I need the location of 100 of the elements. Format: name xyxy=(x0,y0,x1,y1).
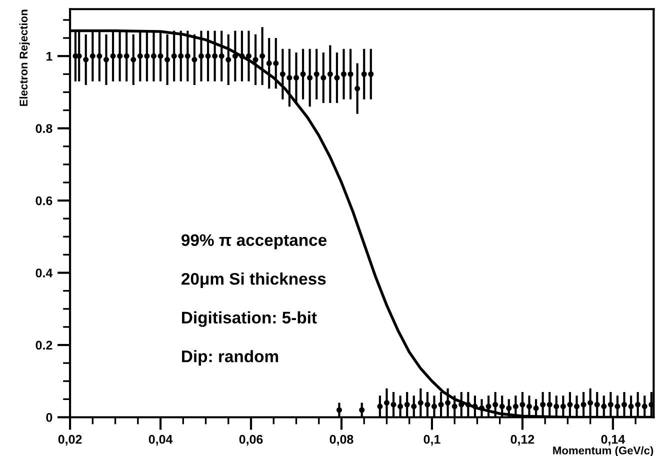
point xyxy=(411,404,417,410)
point xyxy=(117,53,123,59)
point xyxy=(614,404,620,410)
point xyxy=(334,74,340,81)
x-tick-label: 0,08 xyxy=(330,434,354,446)
point xyxy=(293,74,300,81)
point xyxy=(336,407,342,413)
y-tick-label: 0.8 xyxy=(36,124,52,133)
point xyxy=(368,71,374,77)
point xyxy=(110,53,116,59)
point xyxy=(184,53,190,59)
point xyxy=(239,53,245,59)
point xyxy=(540,402,546,408)
x-tick-label: 0,14 xyxy=(601,434,626,446)
point xyxy=(377,404,383,410)
point xyxy=(567,402,573,408)
point xyxy=(300,71,306,77)
point xyxy=(205,53,211,59)
point xyxy=(171,53,177,59)
annotation: Dip: random xyxy=(182,350,278,366)
point xyxy=(520,402,526,408)
point xyxy=(404,402,410,408)
point xyxy=(486,404,492,410)
point xyxy=(580,402,586,408)
point xyxy=(158,53,164,59)
point xyxy=(398,404,404,410)
point xyxy=(492,402,498,408)
point xyxy=(642,404,648,410)
y-tick-label: 1 xyxy=(46,52,52,61)
point xyxy=(526,404,532,410)
x-tick-label: 0,02 xyxy=(58,434,82,446)
point xyxy=(164,56,170,62)
point xyxy=(103,56,110,62)
annotation: 99% π acceptance xyxy=(182,234,327,250)
point xyxy=(588,400,594,406)
point xyxy=(512,404,518,410)
point xyxy=(533,405,539,411)
point xyxy=(499,404,505,410)
point xyxy=(192,56,198,62)
point xyxy=(560,404,566,410)
point xyxy=(424,402,430,408)
y-tick-label: 0.2 xyxy=(36,340,52,350)
point xyxy=(90,53,96,59)
point xyxy=(137,53,143,59)
point xyxy=(130,56,136,62)
point xyxy=(635,402,641,408)
point xyxy=(232,53,238,59)
point xyxy=(384,400,390,406)
point xyxy=(478,405,485,411)
point xyxy=(574,404,580,410)
point xyxy=(628,404,634,410)
point xyxy=(124,53,130,59)
annotation: 20μm Si thickness xyxy=(182,272,326,288)
x-tick-label: 0,06 xyxy=(239,434,263,446)
point xyxy=(594,402,600,408)
point xyxy=(327,71,333,77)
annotation: Digitisation: 5-bit xyxy=(182,311,317,327)
point xyxy=(280,71,286,77)
point xyxy=(340,71,347,77)
y-tick-label: 0.4 xyxy=(36,268,53,278)
x-tick-label: 0,12 xyxy=(510,434,534,446)
point xyxy=(212,53,218,59)
point xyxy=(314,71,320,77)
point xyxy=(601,404,607,410)
point xyxy=(438,402,444,408)
point xyxy=(83,56,89,62)
point xyxy=(150,53,157,59)
point xyxy=(144,53,150,59)
point xyxy=(621,402,628,408)
point xyxy=(431,404,438,410)
point xyxy=(320,74,326,81)
point xyxy=(608,402,614,408)
point xyxy=(198,53,204,59)
point xyxy=(260,53,266,59)
point xyxy=(359,407,365,413)
point xyxy=(554,404,560,410)
point xyxy=(390,402,396,408)
x-tick-label: 0,1 xyxy=(424,434,440,446)
point xyxy=(307,74,313,81)
y-tick-label: 0 xyxy=(46,413,52,422)
point xyxy=(218,53,224,59)
point xyxy=(348,71,354,77)
point xyxy=(286,74,292,81)
point xyxy=(266,60,272,66)
point xyxy=(546,402,552,408)
point xyxy=(361,71,367,77)
point xyxy=(445,400,451,406)
y-tick-label: 0.6 xyxy=(36,196,52,206)
point xyxy=(226,56,232,62)
point xyxy=(354,86,360,92)
x-tick-label: 0,04 xyxy=(148,434,173,446)
point xyxy=(465,402,471,408)
point xyxy=(246,53,252,59)
point xyxy=(506,405,512,411)
point xyxy=(418,400,424,406)
point xyxy=(96,53,102,59)
y-axis-title: Electron Rejection xyxy=(19,10,30,106)
point xyxy=(178,53,184,59)
point xyxy=(452,404,458,410)
point xyxy=(252,56,258,62)
